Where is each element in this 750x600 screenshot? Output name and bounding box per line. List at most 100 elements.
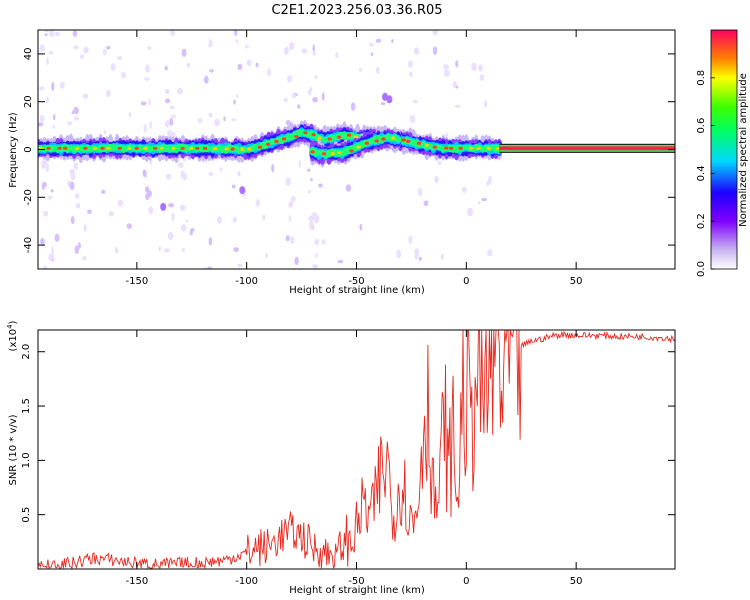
ridge-peak — [106, 146, 111, 150]
noise-speck — [287, 75, 293, 83]
ridge-peak — [390, 136, 396, 140]
ridge-peak — [416, 141, 422, 145]
noise-speck — [170, 132, 176, 137]
noise-speck — [288, 215, 292, 222]
noise-speck — [108, 211, 115, 217]
colorbar-tick-label: 0.0 — [696, 261, 707, 277]
noise-speck — [140, 101, 147, 106]
noise-speck — [231, 184, 236, 189]
ridge-peak — [444, 146, 449, 150]
noise-speck — [197, 117, 203, 123]
snr-y-multiplier: (x104) — [6, 320, 19, 351]
noise-speck — [437, 161, 442, 166]
noise-speck — [294, 256, 299, 266]
ridge-peak — [127, 146, 132, 150]
ridge-peak — [486, 146, 491, 150]
noise-speck — [180, 224, 187, 232]
noise-speck — [180, 170, 186, 179]
snr-series-line — [38, 330, 675, 569]
noise-speck — [51, 246, 54, 256]
noise-speck — [412, 99, 418, 104]
ridge-peak — [134, 146, 139, 150]
ridge-peak — [310, 150, 315, 154]
noise-speck — [309, 220, 314, 230]
noise-speck — [244, 45, 249, 49]
ridge-peak — [143, 146, 148, 150]
noise-speck — [149, 120, 152, 130]
noise-speck — [164, 88, 170, 95]
noise-speck — [432, 30, 439, 36]
noise-speck — [117, 56, 123, 61]
noise-speck — [443, 64, 449, 70]
noise-speck — [181, 247, 186, 253]
noise-speck — [235, 93, 239, 99]
noise-speck — [128, 111, 132, 118]
noise-speck — [312, 264, 319, 269]
ridge-peak — [281, 137, 287, 141]
noise-speck — [72, 30, 78, 37]
noise-speck — [231, 118, 237, 122]
noise-speck — [359, 68, 363, 72]
colorbar-tick-label: 0.2 — [696, 213, 707, 229]
figure-title: C2E1.2023.256.03.36.R05 — [271, 3, 442, 18]
x-tick-label: -50 — [348, 276, 364, 287]
noise-speck — [290, 195, 296, 202]
noise-speck — [307, 168, 311, 172]
noise-speck — [288, 41, 295, 51]
ridge-cell — [395, 136, 402, 143]
noise-speck — [79, 54, 84, 60]
spectral-blob — [160, 202, 167, 211]
colorbar: 0.0 0.2 0.4 0.6 0.8 Normalized spectral ampl… — [696, 29, 749, 277]
ridge-peak — [230, 147, 235, 151]
noise-speck — [467, 207, 473, 217]
ridge-peak — [152, 146, 158, 150]
ridge-peak — [265, 142, 271, 146]
noise-speck — [315, 253, 318, 258]
spectrogram-y-label: Frequency (Hz) — [8, 112, 19, 188]
noise-speck — [432, 46, 438, 55]
noise-speck — [407, 60, 413, 68]
noise-speck — [321, 92, 325, 101]
y-tick-label: 1.0 — [21, 452, 32, 468]
noise-speck — [44, 33, 48, 37]
noise-speck — [77, 242, 81, 249]
noise-speck — [288, 200, 294, 208]
noise-speck — [312, 97, 319, 103]
ridge-peak — [195, 146, 200, 150]
noise-speck — [208, 237, 213, 246]
noise-speck — [461, 186, 467, 193]
y-tick-label: 1.5 — [21, 398, 32, 414]
noise-speck — [350, 102, 356, 111]
noise-speck — [186, 62, 191, 68]
noise-speck — [148, 206, 154, 215]
noise-speck — [380, 102, 386, 106]
ridge-peak — [100, 146, 105, 150]
ridge-peak — [294, 134, 299, 139]
noise-speck — [40, 237, 45, 246]
noise-speck — [471, 62, 477, 71]
noise-speck — [223, 116, 226, 122]
ridge-peak — [374, 139, 379, 143]
ridge-peak — [180, 146, 185, 150]
ridge-peak — [92, 146, 98, 150]
noise-speck — [370, 52, 374, 57]
x-tick-label: -150 — [125, 276, 148, 287]
noise-speck — [375, 38, 382, 43]
noise-speck — [445, 132, 449, 139]
noise-speck — [487, 249, 493, 257]
noise-speck — [179, 204, 186, 212]
ridge-peak — [202, 146, 208, 150]
noise-speck — [423, 200, 429, 207]
noise-speck — [121, 71, 126, 79]
noise-speck — [477, 201, 481, 205]
noise-speck — [232, 216, 237, 223]
snr-ticks: -150 -100 -50 0 50 0.5 1.0 1.5 2.0 — [21, 330, 675, 587]
noise-speck — [265, 252, 268, 259]
noise-speck — [208, 171, 214, 177]
noise-speck — [41, 160, 48, 166]
noise-speck — [308, 189, 311, 194]
x-tick-label: 0 — [463, 276, 469, 287]
noise-speck — [110, 63, 116, 71]
x-tick-label: 50 — [570, 276, 583, 287]
x-tick-label: -100 — [235, 576, 258, 587]
